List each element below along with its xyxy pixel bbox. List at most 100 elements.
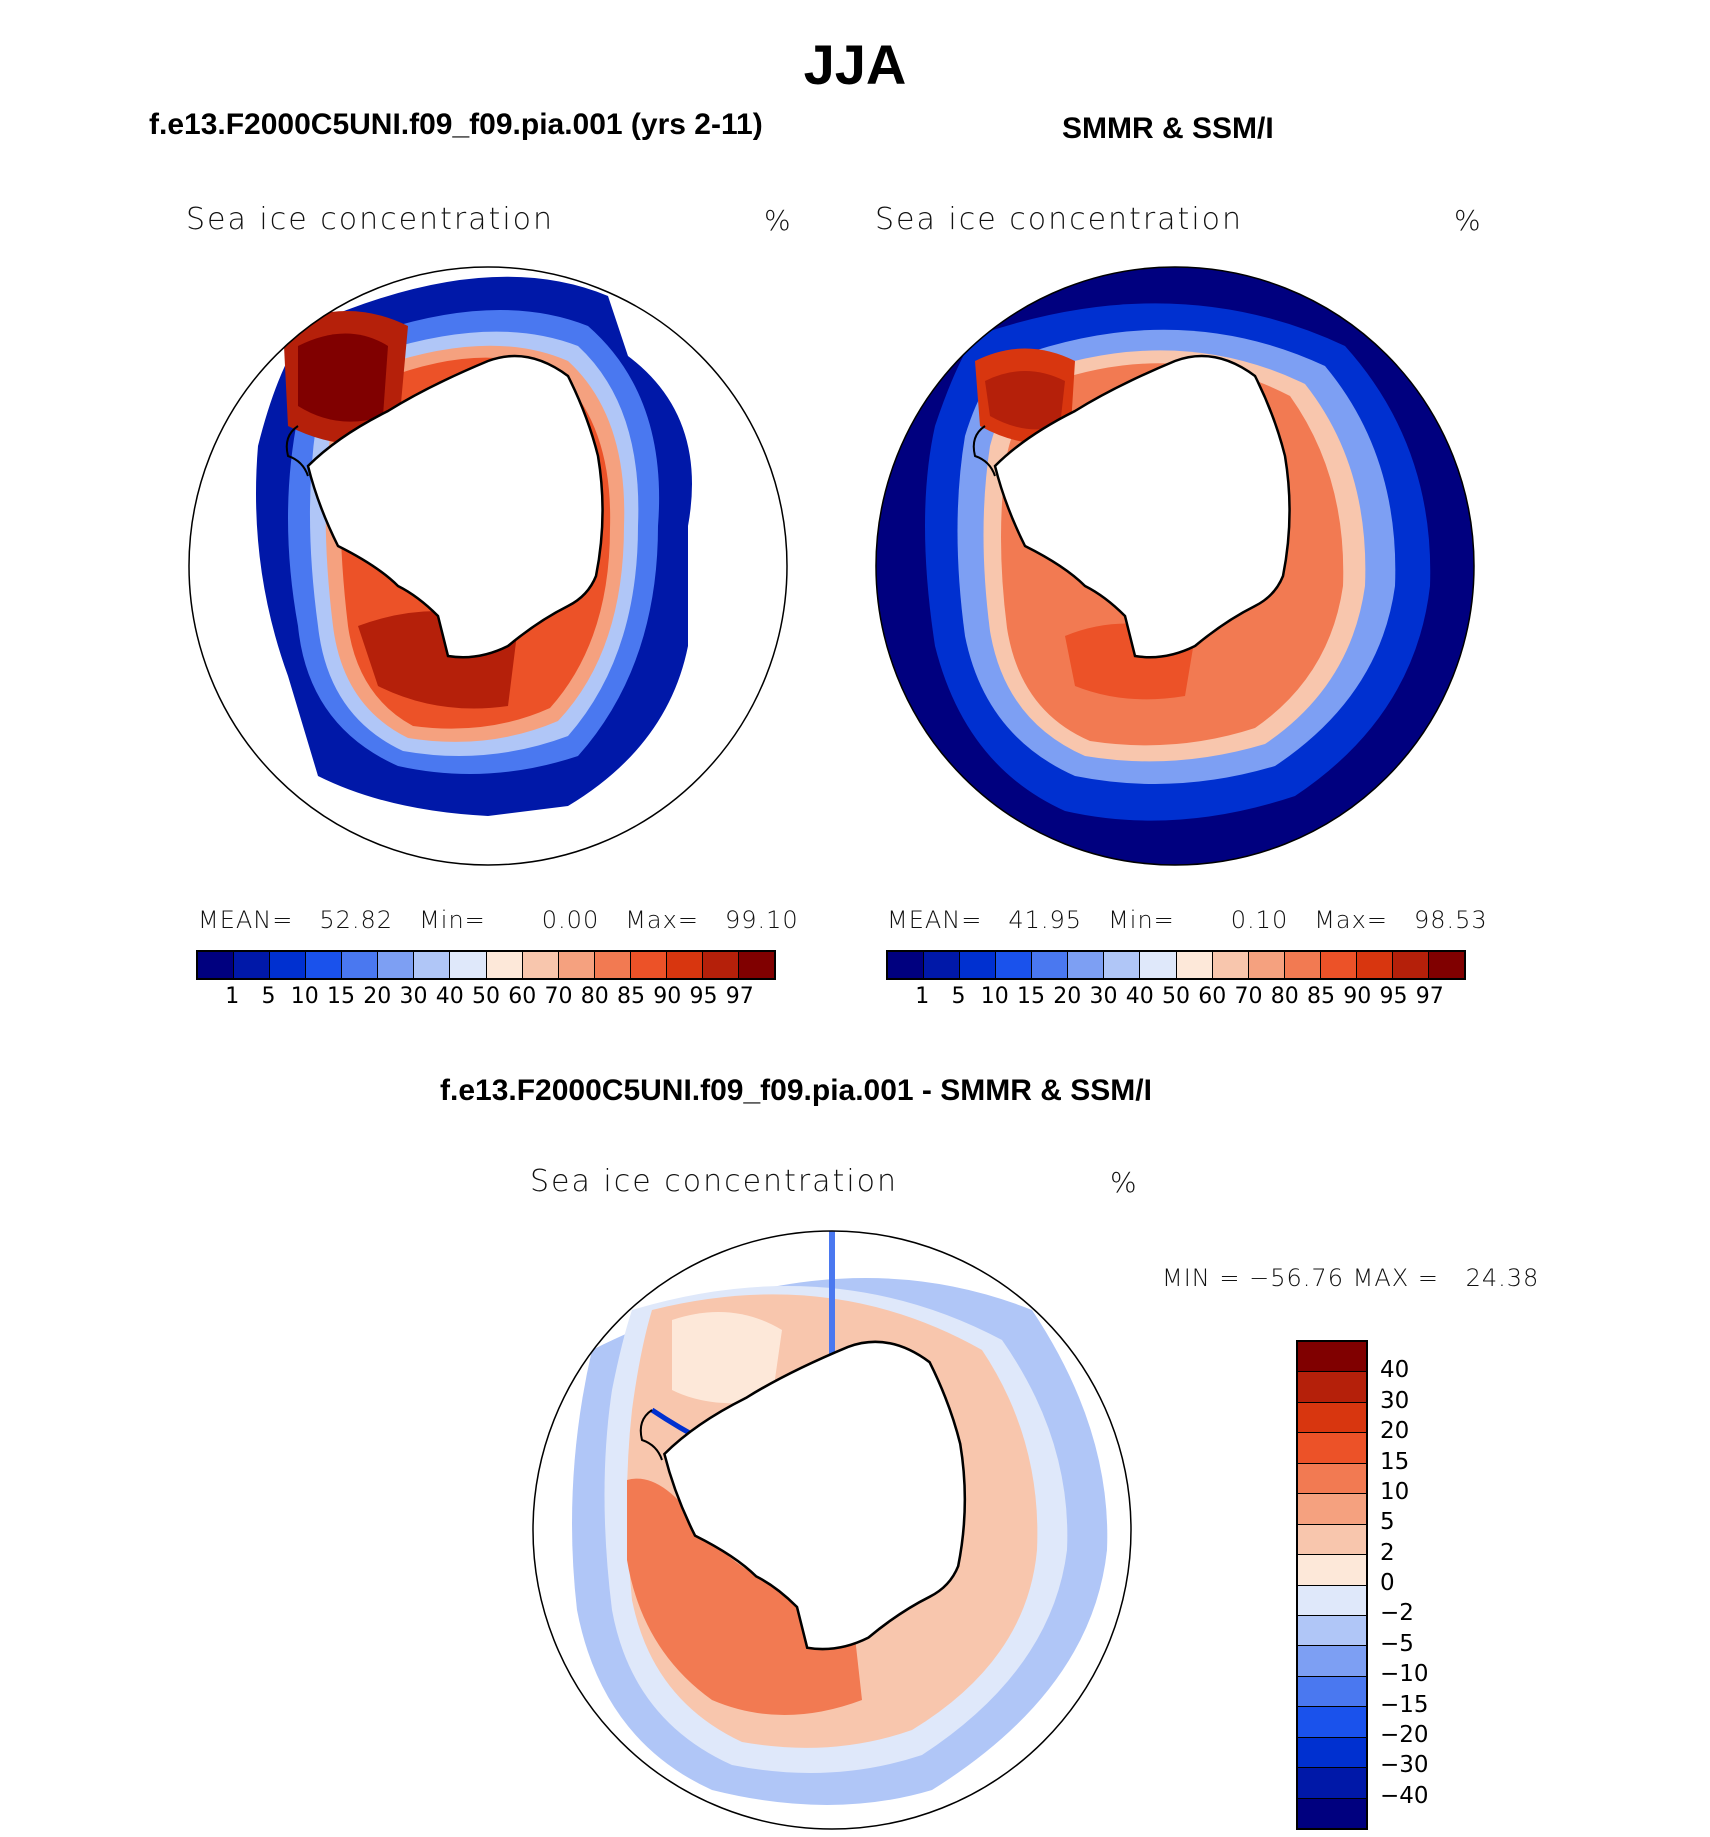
polar-map-difference <box>532 1230 1132 1830</box>
colorbar-tick-label: 2 <box>1380 1539 1395 1566</box>
colorbar-tick-label: 50 <box>1162 984 1190 1009</box>
colorbar-swatch <box>960 952 997 978</box>
colorbar-tick-label: 30 <box>399 984 428 1009</box>
colorbar-swatch <box>996 952 1033 978</box>
colorbar-swatch <box>738 952 774 978</box>
colorbar-model: 1 5 10 15 20 30 40 50 60 70 80 85 90 95 97 <box>196 950 776 1014</box>
colorbar-swatch <box>486 952 523 978</box>
colorbar-tick-label: −20 <box>1380 1721 1429 1748</box>
colorbar-swatch <box>1320 952 1357 978</box>
variable-label-diff: Sea ice concentration <box>530 1164 899 1199</box>
colorbar-tick-label: 10 <box>290 984 319 1009</box>
unit-label-model: % <box>764 204 791 237</box>
colorbar-tick-label: −30 <box>1380 1752 1429 1779</box>
colorbar-swatch <box>1298 1798 1366 1828</box>
colorbar-swatch <box>378 952 415 978</box>
colorbar-swatch <box>594 952 631 978</box>
colorbar-tick-labels: 1 5 10 15 20 30 40 50 60 70 80 85 90 95 97 <box>886 984 1466 1014</box>
colorbar-tick-label: 30 <box>1089 984 1118 1009</box>
colorbar-swatch <box>414 952 451 978</box>
colorbar-swatch <box>1176 952 1213 978</box>
stats-model: MEAN= 52.82 Min= 0.00 Max= 99.10 <box>198 906 799 934</box>
colorbar-tick-label: 95 <box>689 984 718 1009</box>
colorbar-tick-labels: 1 5 10 15 20 30 40 50 60 70 80 85 90 95 97 <box>196 984 776 1014</box>
colorbar-swatch <box>1298 1737 1366 1769</box>
colorbar-tick-label: 40 <box>435 984 464 1009</box>
colorbar-tick-label: 90 <box>653 984 682 1009</box>
colorbar-swatch <box>450 952 487 978</box>
colorbar-swatch <box>924 952 961 978</box>
colorbar-difference <box>1296 1340 1368 1830</box>
colorbar-swatch <box>1298 1707 1366 1738</box>
colorbar-swatch <box>1298 1463 1366 1495</box>
colorbar-tick-label: −2 <box>1380 1600 1414 1627</box>
colorbar-tick-label: 1 <box>915 984 930 1009</box>
colorbar-obs: 1 5 10 15 20 30 40 50 60 70 80 85 90 95 97 <box>886 950 1466 1014</box>
antarctica-outline <box>662 1340 967 1651</box>
colorbar-swatch <box>1298 1372 1366 1403</box>
colorbar-swatch <box>1298 1342 1366 1373</box>
colorbar-swatch <box>234 952 271 978</box>
colorbar-tick-label: 90 <box>1343 984 1372 1009</box>
colorbar-tick-label: 60 <box>1198 984 1227 1009</box>
colorbar-tick-label: 70 <box>1234 984 1263 1009</box>
colorbar-tick-label: 97 <box>1415 984 1444 1009</box>
colorbar-tick-label: 97 <box>725 984 754 1009</box>
colorbar-swatch <box>342 952 379 978</box>
colorbar-tick-label: 10 <box>980 984 1009 1009</box>
colorbar-swatches <box>886 950 1466 980</box>
colorbar-swatches <box>196 950 776 980</box>
colorbar-tick-label: 5 <box>261 984 276 1009</box>
colorbar-swatch <box>1428 952 1464 978</box>
colorbar-tick-label: 80 <box>580 984 609 1009</box>
colorbar-tick-label: 60 <box>508 984 537 1009</box>
colorbar-swatch <box>198 952 235 978</box>
colorbar-swatch <box>888 952 925 978</box>
map-border-circle <box>875 266 1475 866</box>
colorbar-tick-label: 80 <box>1270 984 1299 1009</box>
colorbar-swatch <box>1068 952 1105 978</box>
colorbar-tick-label: 5 <box>951 984 966 1009</box>
polar-map-model <box>188 266 788 866</box>
colorbar-tick-label: 0 <box>1380 1570 1395 1596</box>
variable-label-obs: Sea ice concentration <box>875 202 1244 237</box>
panel-title-obs: SMMR & SSM/I <box>1062 112 1274 145</box>
colorbar-difference-labels: 40 30 20 15 10 5 2 0 −2 −5 −10 −15 −20 −30 −40 <box>1380 1340 1460 1826</box>
colorbar-tick-label: 5 <box>1380 1509 1395 1536</box>
colorbar-swatch <box>270 952 307 978</box>
colorbar-swatch <box>1356 952 1393 978</box>
colorbar-swatch <box>1298 1676 1366 1708</box>
colorbar-tick-label: 15 <box>1380 1448 1410 1475</box>
colorbar-tick-label: 30 <box>1380 1387 1410 1414</box>
colorbar-swatch <box>306 952 343 978</box>
stats-obs: MEAN= 41.95 Min= 0.10 Max= 98.53 <box>887 906 1488 934</box>
colorbar-swatch <box>1298 1646 1366 1677</box>
colorbar-tick-label: 40 <box>1125 984 1154 1009</box>
colorbar-tick-label: −5 <box>1380 1630 1414 1657</box>
colorbar-swatch <box>1298 1585 1366 1616</box>
unit-label-diff: % <box>1110 1166 1137 1199</box>
colorbar-swatch <box>1104 952 1141 978</box>
colorbar-tick-label: 85 <box>617 984 645 1009</box>
colorbar-swatch <box>1298 1768 1366 1799</box>
colorbar-swatch <box>1212 952 1249 978</box>
colorbar-swatch <box>702 952 739 978</box>
colorbar-swatch <box>1298 1524 1366 1556</box>
colorbar-swatch <box>1298 1494 1366 1525</box>
colorbar-tick-label: 50 <box>472 984 500 1009</box>
colorbar-swatch <box>1140 952 1177 978</box>
colorbar-swatch <box>1298 1433 1366 1464</box>
unit-label-obs: % <box>1454 204 1481 237</box>
map-border-circle <box>532 1230 1132 1830</box>
colorbar-tick-label: 85 <box>1307 984 1335 1009</box>
colorbar-swatch <box>1032 952 1069 978</box>
variable-label-model: Sea ice concentration <box>186 202 555 237</box>
season-title: JJA <box>803 33 907 96</box>
colorbar-tick-label: 10 <box>1380 1478 1410 1505</box>
colorbar-tick-label: 40 <box>1380 1357 1410 1384</box>
colorbar-tick-label: 1 <box>225 984 240 1009</box>
stats-diff: MIN = −56.76 MAX = 24.38 <box>1162 1264 1540 1292</box>
colorbar-tick-label: 20 <box>363 984 392 1009</box>
polar-map-obs <box>875 266 1475 866</box>
colorbar-swatch <box>558 952 595 978</box>
